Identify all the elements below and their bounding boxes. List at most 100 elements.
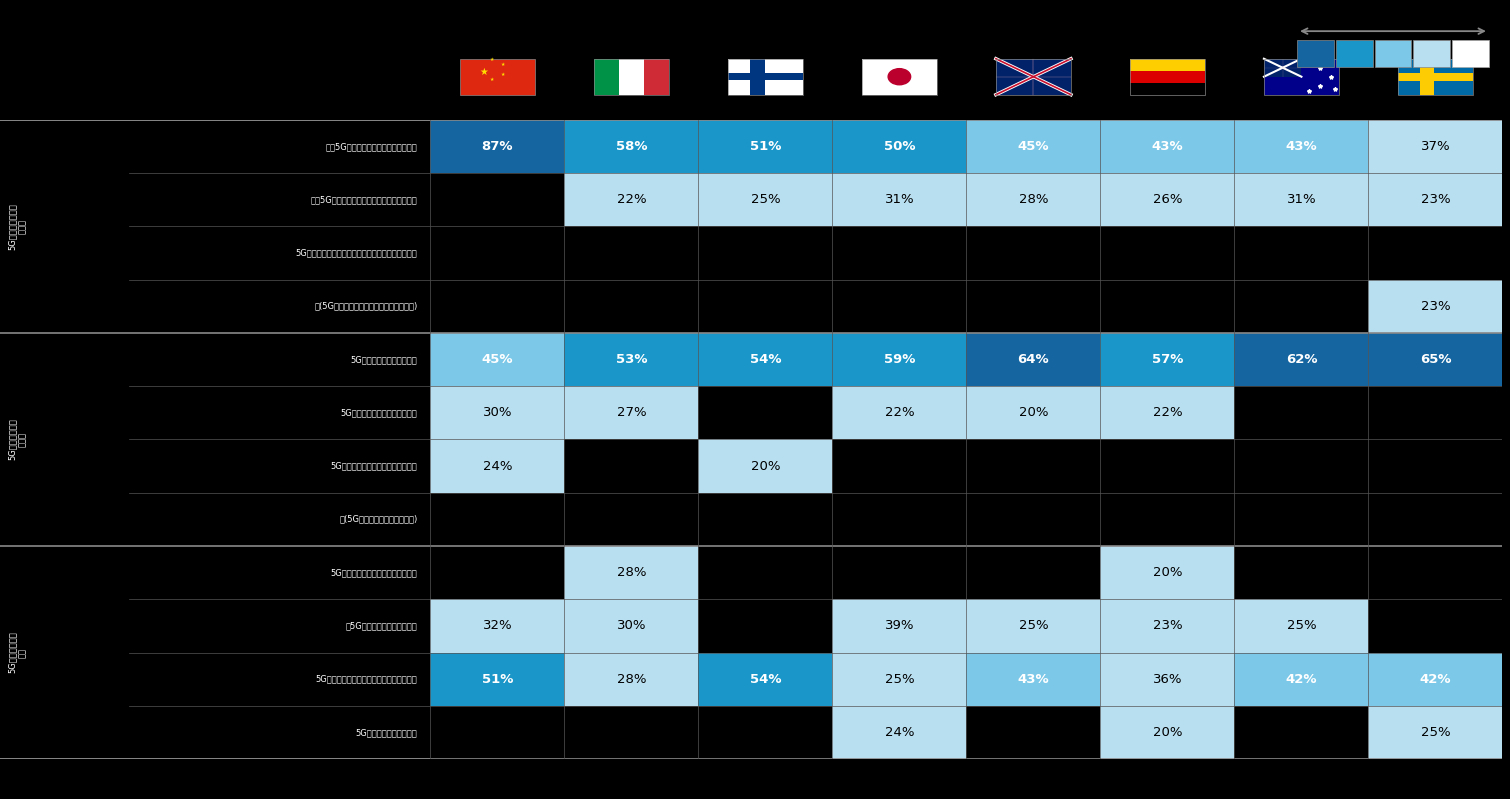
- Bar: [1101, 546, 1235, 599]
- Text: 25%: 25%: [1287, 619, 1317, 632]
- Text: 42%: 42%: [1285, 673, 1317, 686]
- Bar: [565, 333, 698, 386]
- Bar: [1413, 40, 1450, 67]
- Text: 20%: 20%: [1019, 407, 1048, 419]
- Text: 53%: 53%: [616, 353, 648, 366]
- Bar: [832, 120, 966, 173]
- Bar: [698, 333, 832, 386]
- Text: 58%: 58%: [616, 140, 648, 153]
- Bar: [1101, 173, 1235, 226]
- Text: 5Gのサービスに申し込んでいる: 5Gのサービスに申し込んでいる: [341, 408, 417, 417]
- Bar: [966, 120, 1101, 173]
- Bar: [1101, 599, 1235, 653]
- Text: 5Gに対応したスマートフォンを購入する意向がある: 5Gに対応したスマートフォンを購入する意向がある: [296, 248, 417, 257]
- Bar: [966, 653, 1101, 706]
- Text: 5Gサービスへの
加入: 5Gサービスへの 加入: [8, 632, 27, 674]
- Bar: [1398, 58, 1472, 95]
- Bar: [1398, 58, 1472, 95]
- Text: 30%: 30%: [483, 407, 512, 419]
- Text: 5Gスマートフォン
の普及: 5Gスマートフォン の普及: [8, 203, 27, 250]
- Text: 22%: 22%: [1152, 407, 1182, 419]
- Text: 32%: 32%: [483, 619, 512, 632]
- Bar: [1368, 173, 1502, 226]
- Text: 23%: 23%: [1152, 619, 1182, 632]
- Bar: [1368, 706, 1502, 759]
- Text: 25%: 25%: [1019, 619, 1048, 632]
- Text: 25%: 25%: [885, 673, 914, 686]
- Bar: [698, 439, 832, 493]
- Bar: [1368, 333, 1502, 386]
- Text: ★: ★: [501, 62, 506, 67]
- Text: 25%: 25%: [750, 193, 781, 206]
- Bar: [565, 653, 698, 706]
- Text: 37%: 37%: [1421, 140, 1450, 153]
- Text: 28%: 28%: [1019, 193, 1048, 206]
- Bar: [1129, 58, 1205, 70]
- Text: 現在5Gスマートフォンを所有している: 現在5Gスマートフォンを所有している: [326, 142, 417, 151]
- Bar: [430, 386, 565, 439]
- Text: 57%: 57%: [1152, 353, 1184, 366]
- Bar: [832, 173, 966, 226]
- Text: 22%: 22%: [885, 407, 914, 419]
- Bar: [1368, 280, 1502, 333]
- Bar: [698, 173, 832, 226]
- Text: 45%: 45%: [1018, 140, 1049, 153]
- Text: 22%: 22%: [616, 193, 646, 206]
- Bar: [1398, 73, 1472, 81]
- Text: 30%: 30%: [616, 619, 646, 632]
- Text: 54%: 54%: [749, 673, 781, 686]
- Bar: [698, 653, 832, 706]
- Bar: [728, 73, 803, 81]
- Text: ★: ★: [480, 67, 489, 77]
- Text: 31%: 31%: [1287, 193, 1317, 206]
- Bar: [728, 58, 803, 95]
- Bar: [750, 58, 766, 95]
- Bar: [832, 333, 966, 386]
- Bar: [593, 58, 619, 95]
- Text: 現在5G非対応スマートフォンを所有している: 現在5G非対応スマートフォンを所有している: [311, 195, 417, 205]
- Bar: [832, 706, 966, 759]
- Bar: [1264, 58, 1302, 77]
- Bar: [1264, 58, 1339, 95]
- Text: 87%: 87%: [482, 140, 513, 153]
- Bar: [1374, 40, 1412, 67]
- Text: 5Gネットワーク
の普及: 5Gネットワーク の普及: [8, 419, 27, 460]
- Bar: [565, 546, 698, 599]
- Bar: [565, 599, 698, 653]
- Bar: [997, 58, 1071, 95]
- Text: 24%: 24%: [885, 726, 914, 739]
- Text: 59%: 59%: [883, 353, 915, 366]
- Bar: [619, 58, 643, 95]
- Bar: [643, 58, 669, 95]
- Bar: [832, 653, 966, 706]
- Bar: [430, 653, 565, 706]
- Bar: [862, 58, 936, 95]
- Bar: [1235, 173, 1368, 226]
- Bar: [1101, 706, 1235, 759]
- Bar: [1101, 120, 1235, 173]
- Text: 25%: 25%: [1421, 726, 1450, 739]
- Text: 51%: 51%: [749, 140, 781, 153]
- Text: 20%: 20%: [750, 459, 781, 472]
- Text: 26%: 26%: [1152, 193, 1182, 206]
- Bar: [966, 173, 1101, 226]
- Text: ★: ★: [489, 77, 494, 81]
- Bar: [430, 439, 565, 493]
- Bar: [966, 599, 1101, 653]
- Text: 43%: 43%: [1152, 140, 1184, 153]
- Text: 28%: 28%: [616, 673, 646, 686]
- Text: 65%: 65%: [1419, 353, 1451, 366]
- Bar: [565, 173, 698, 226]
- Text: 20%: 20%: [1152, 566, 1182, 579]
- Text: 5Gのサービスに申し込む意向がある: 5Gのサービスに申し込む意向がある: [331, 462, 417, 471]
- Text: 20%: 20%: [1152, 726, 1182, 739]
- Bar: [565, 120, 698, 173]
- Text: 36%: 36%: [1152, 673, 1182, 686]
- Bar: [1101, 653, 1235, 706]
- Text: 42%: 42%: [1419, 673, 1451, 686]
- Bar: [832, 386, 966, 439]
- Bar: [1453, 40, 1489, 67]
- Bar: [1297, 40, 1333, 67]
- Text: ★: ★: [489, 57, 494, 62]
- Text: ★: ★: [501, 72, 506, 77]
